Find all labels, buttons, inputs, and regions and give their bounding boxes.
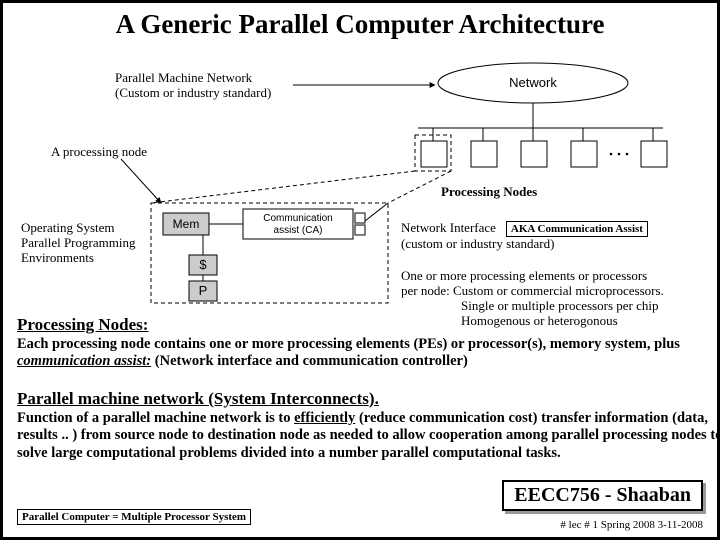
mem-label: Mem: [173, 217, 200, 231]
slide-title: A Generic Parallel Computer Architecture: [3, 3, 717, 42]
pe-b1: One or more processing elements or proce…: [401, 269, 711, 284]
pn-em: communication assist:: [17, 353, 151, 369]
aka-box: AKA Communication Assist: [506, 221, 648, 237]
network-cloud: [438, 63, 628, 103]
net-cap-2: (Custom or industry standard): [115, 86, 305, 101]
proc-label: P: [199, 283, 208, 298]
nif-label: Network Interface: [401, 220, 496, 235]
os-label: Operating System Parallel Programming En…: [21, 221, 151, 266]
pe-b3: Single or multiple processors per chip: [401, 299, 711, 314]
pn-head: Processing Nodes:: [17, 315, 148, 334]
footer-lec: # lec # 1 Spring 2008 3-11-2008: [560, 519, 703, 531]
pmn-em: efficiently: [294, 410, 355, 426]
pmn-head: Parallel machine network (System Interco…: [17, 389, 379, 408]
processing-nodes-heading: Processing Nodes: [441, 185, 537, 200]
nif-row: Network Interface AKA Communication Assi…: [401, 219, 711, 252]
network-caption: Parallel Machine Network (Custom or indu…: [115, 71, 305, 101]
os-1: Operating System: [21, 221, 151, 236]
os-2: Parallel Programming: [21, 236, 151, 251]
pmn-body1: Function of a parallel machine network i…: [17, 410, 294, 426]
custom-std: (custom or industry standard): [401, 237, 711, 252]
pmn-body: Parallel machine network (System Interco…: [17, 389, 720, 463]
ca-label-2: assist (CA): [274, 225, 323, 236]
footer-left-box: Parallel Computer = Multiple Processor S…: [17, 509, 251, 525]
ca-label-1: Communication: [263, 213, 332, 224]
pe-b2: per node: Custom or commercial microproc…: [401, 284, 711, 299]
network-label: Network: [509, 75, 557, 90]
processing-nodes-body: Processing Nodes: Each processing node c…: [17, 315, 720, 371]
pn-body2: (Network interface and communication con…: [151, 353, 468, 369]
cache-label: $: [199, 257, 207, 272]
slide: A Generic Parallel Computer Architecture…: [0, 0, 720, 540]
footer-badge-wrap: EECC756 - Shaaban: [502, 480, 703, 511]
footer-left: Parallel Computer = Multiple Processor S…: [17, 509, 251, 525]
net-cap-1: Parallel Machine Network: [115, 71, 305, 86]
os-3: Environments: [21, 251, 151, 266]
footer-badge: EECC756 - Shaaban: [502, 480, 703, 511]
a-processing-node: A processing node: [51, 145, 147, 160]
pn-body: Each processing node contains one or mor…: [17, 336, 680, 352]
